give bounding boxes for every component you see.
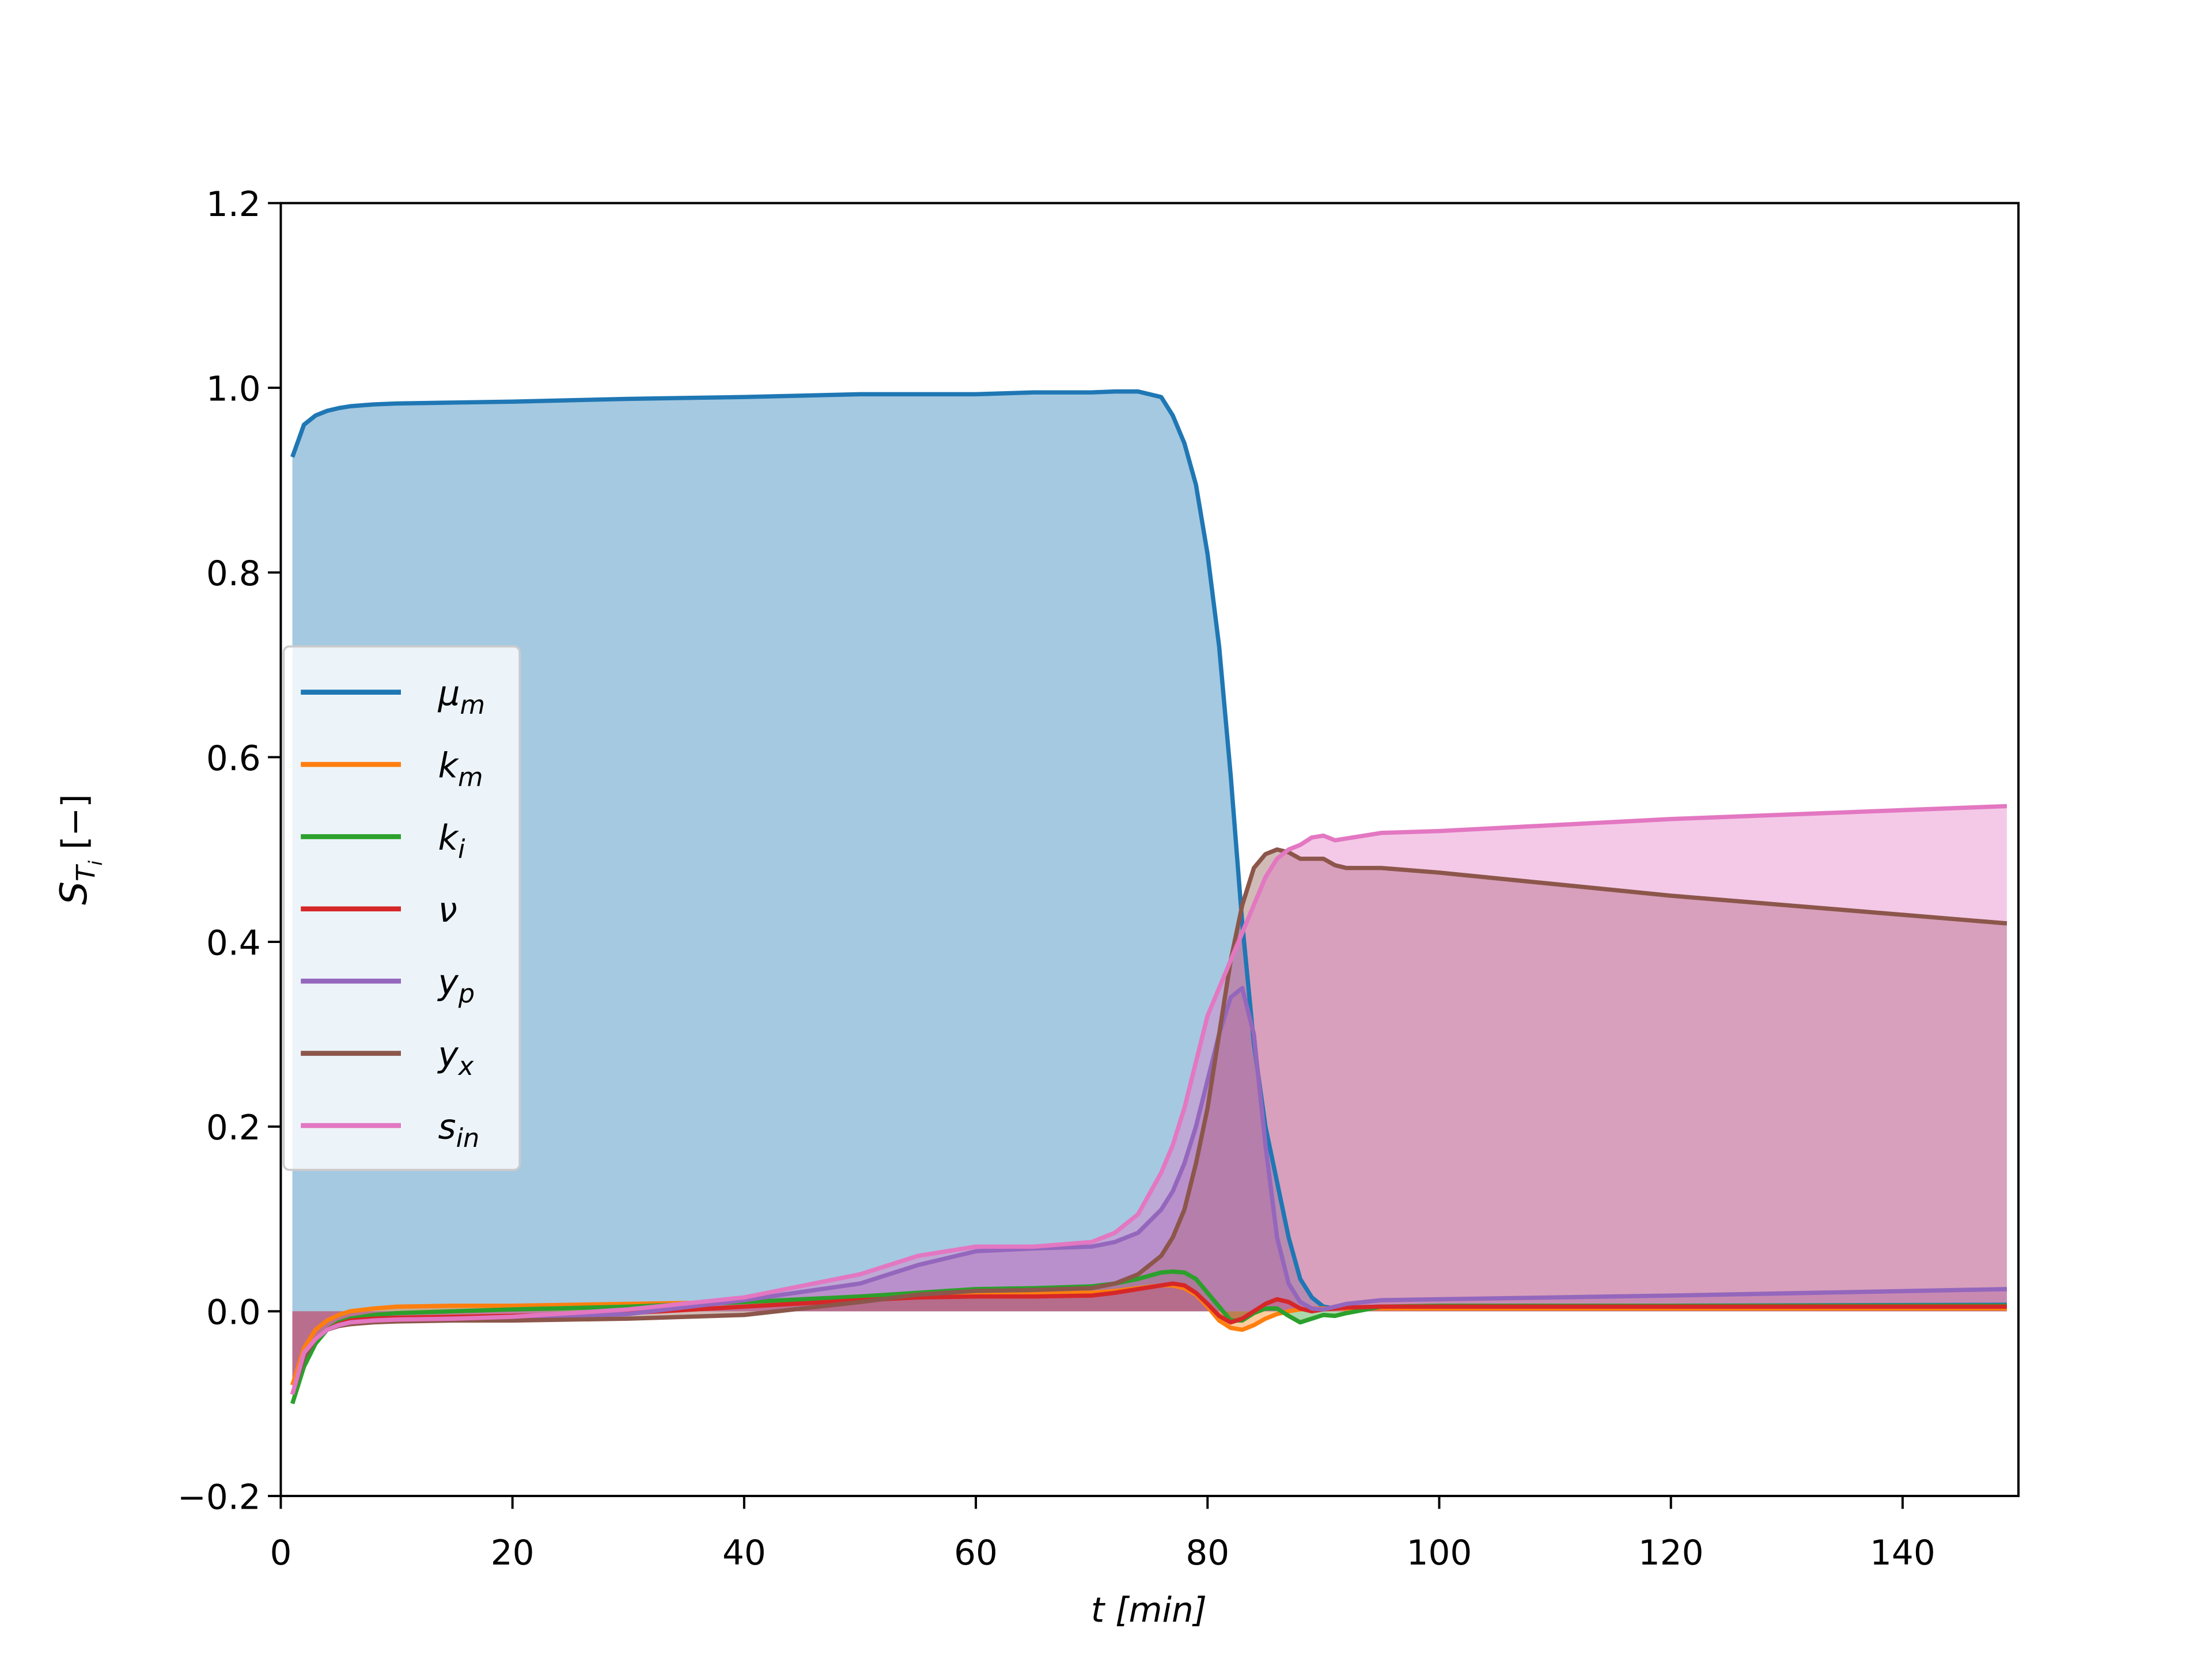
y-tick-label: 0.8 (206, 554, 261, 594)
x-tick-label: 60 (954, 1533, 998, 1573)
x-axis-label: t [min] (1091, 1590, 1207, 1630)
x-tick-label: 20 (491, 1533, 535, 1573)
series-line (290, 1269, 2007, 1404)
series-line (290, 389, 2007, 1311)
plot-area (290, 389, 2008, 1404)
y-tick-label: 0.0 (206, 1293, 261, 1333)
legend-box (282, 645, 521, 1171)
y-tick-label: 0.6 (206, 739, 261, 779)
series-line (290, 804, 2008, 1395)
legend-label: yx (437, 1035, 474, 1081)
area-fill (292, 1283, 2007, 1395)
x-tick-label: 120 (1638, 1533, 1704, 1573)
y-tick-label: 1.0 (206, 370, 261, 410)
area-fill (292, 806, 2007, 1395)
y-tick-label: 0.2 (206, 1108, 261, 1148)
legend-label: yp (437, 963, 475, 1009)
area-fill (292, 849, 2007, 1395)
legend-label: ν (438, 891, 457, 930)
x-tick-label: 0 (270, 1533, 291, 1573)
x-tick-label: 140 (1870, 1533, 1936, 1573)
y-tick-label: 0.4 (206, 923, 261, 963)
axes-frame (279, 202, 2020, 1497)
area-fill (292, 391, 2007, 1312)
legend-label: km (438, 746, 483, 792)
legend-label: μm (438, 674, 485, 720)
x-tick-label: 40 (722, 1533, 766, 1573)
y-axis-label: STi [−] (52, 794, 107, 905)
x-tick-label: 100 (1407, 1533, 1472, 1573)
legend-label: sin (438, 1107, 480, 1153)
x-tick-label: 80 (1185, 1533, 1229, 1573)
y-tick-label: 1.2 (206, 185, 261, 225)
y-tick-label: −0.2 (177, 1478, 261, 1517)
legend-label: ki (438, 819, 466, 865)
